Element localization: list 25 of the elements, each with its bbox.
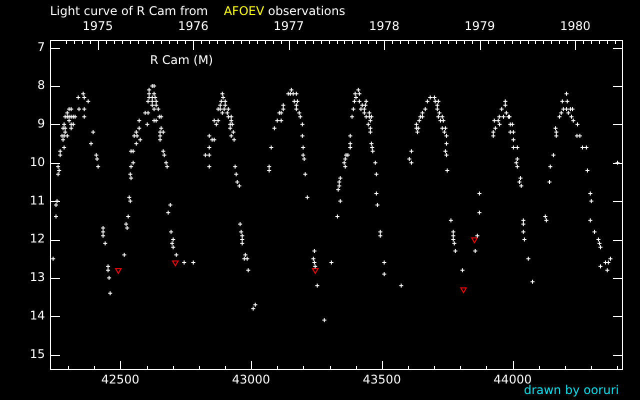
x2-tick-label: 1976	[178, 18, 209, 33]
y-tick-label: 12	[30, 232, 45, 246]
x2-tick-label: 1980	[560, 18, 591, 33]
y-tick-label: 11	[30, 193, 45, 208]
y-tick-label: 9	[37, 116, 45, 131]
annotation: R Cam (M)	[150, 53, 214, 67]
point	[172, 260, 179, 266]
x2-tick-label: 1977	[273, 18, 304, 33]
x2-tick-label: 1979	[464, 18, 496, 33]
x-tick-label: 42500	[101, 372, 140, 386]
y-tick-label: 10	[30, 154, 45, 169]
point	[114, 268, 122, 274]
y-tick-label: 8	[37, 78, 45, 92]
y-tick-label: 15	[30, 346, 45, 361]
point	[471, 237, 478, 244]
chart-title: Light curve of R Cam from AFOEV observations	[50, 4, 346, 18]
y-tick-label: 14	[30, 308, 45, 322]
point	[312, 268, 318, 274]
x2-tick-label: 1975	[82, 18, 114, 33]
x-tick-label: 43000	[232, 372, 270, 386]
y-tick-label: 13	[30, 270, 45, 284]
point	[460, 287, 467, 294]
x-tick-label: 43500	[362, 372, 401, 386]
y-tick-label: 7	[37, 40, 45, 54]
x2-tick-label: 1978	[368, 18, 400, 33]
